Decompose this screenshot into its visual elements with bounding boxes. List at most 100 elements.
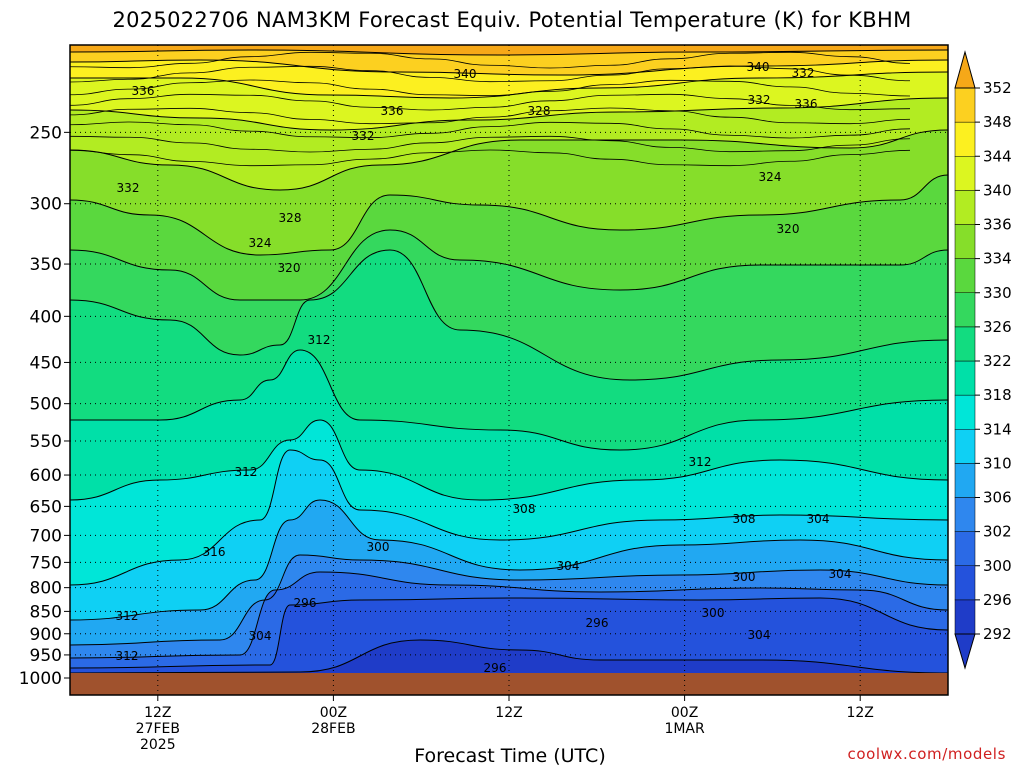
contour-label: 312 (235, 465, 258, 479)
contour-line (70, 49, 948, 56)
contour-label: 312 (308, 333, 331, 347)
colorbar-segment (954, 87, 976, 123)
contour-line (70, 79, 911, 97)
ground-strip (70, 673, 948, 695)
colorbar-label: 340 (983, 181, 1012, 199)
colorbar-segment (954, 156, 976, 191)
y-tick-label: 550 (30, 432, 62, 452)
y-tick-label: 800 (30, 579, 62, 599)
y-tick-label: 850 (30, 602, 62, 622)
gridlines (70, 45, 948, 695)
colorbar-label: 330 (983, 284, 1012, 302)
colorbar-label: 348 (983, 113, 1012, 131)
contour-line (70, 174, 948, 256)
contour-label: 304 (249, 629, 272, 643)
y-tick-label: 750 (30, 553, 62, 573)
y-tick-label: 900 (30, 625, 62, 645)
contour-label: 304 (829, 567, 852, 581)
y-tick-label: 1000 (19, 669, 62, 689)
contour-label: 304 (557, 559, 580, 573)
contour-line (70, 107, 911, 125)
colorbar-segment (954, 531, 976, 566)
colorbar-segment (954, 292, 976, 328)
x-tick-label: 00Z (671, 705, 698, 721)
colorbar-segment (954, 463, 976, 498)
colorbar-segment (954, 394, 976, 430)
contour-line (70, 571, 948, 659)
y-tick-label: 450 (30, 353, 62, 373)
colorbar-segment (954, 565, 976, 601)
colorbar-label: 314 (983, 420, 1012, 438)
contour-line (70, 229, 948, 301)
contour-line (70, 97, 948, 131)
contour-label: 332 (117, 181, 140, 195)
contour-labels: 340 340 336 336 332 332 328 332 336 332 328 324 324 3… (116, 60, 852, 675)
y-tick-label: 700 (30, 526, 62, 546)
x-tick-label: 12Z (144, 705, 171, 721)
contour-line (70, 135, 911, 153)
contour-label: 296 (294, 596, 317, 610)
colorbar-segment (954, 497, 976, 532)
colorbar-label: 322 (983, 352, 1012, 370)
contour-line (70, 121, 911, 139)
y-tick-label: 300 (30, 195, 62, 215)
contour-line (70, 65, 911, 83)
contour-label: 308 (733, 512, 756, 526)
colorbar-label: 306 (983, 489, 1012, 507)
contour-label: 296 (586, 616, 609, 630)
colorbar-bottom-arrow (954, 633, 976, 670)
contour-label: 312 (116, 649, 139, 663)
contour-label: 336 (381, 104, 404, 118)
contour-label: 336 (795, 97, 818, 111)
contour-line (70, 349, 948, 451)
contour-line (70, 639, 948, 674)
colorbar-label: 336 (983, 216, 1012, 234)
colorbar-label: 352 (983, 79, 1012, 97)
x-tick-label: 27FEB (136, 721, 180, 737)
x-tick-label: 28FEB (311, 721, 355, 737)
x-tick-label: 12Z (846, 705, 873, 721)
contour-line (70, 129, 948, 191)
colorbar-segment (954, 121, 976, 157)
x-tick-label: 00Z (320, 705, 347, 721)
temperature-bands (70, 45, 948, 695)
contour-label: 300 (733, 570, 756, 584)
colorbar-label: 326 (983, 318, 1012, 336)
chart-title: 2025022706 NAM3KM Forecast Equiv. Potent… (112, 8, 912, 32)
y-tick-label: 950 (30, 646, 62, 666)
colorbar-label: 310 (983, 454, 1012, 472)
colorbar-segment (954, 326, 976, 362)
contour-label: 304 (748, 628, 771, 642)
x-axis-title: Forecast Time (UTC) (414, 745, 606, 767)
contour-label: 324 (249, 236, 272, 250)
contour-label: 328 (279, 211, 302, 225)
y-tick-label: 600 (30, 466, 62, 486)
contour-label: 332 (748, 93, 771, 107)
contour-line (70, 597, 948, 669)
contour-line (70, 249, 948, 381)
colorbar-segment (954, 258, 976, 293)
contour-line (70, 51, 911, 69)
contour-lines (70, 45, 948, 674)
contour-label: 300 (702, 606, 725, 620)
contour-label: 304 (807, 512, 830, 526)
contour-line (70, 419, 948, 501)
contour-label: 332 (352, 129, 375, 143)
colorbar-top-arrow (954, 50, 976, 89)
colorbar-label: 318 (983, 386, 1012, 404)
y-tick-label: 350 (30, 255, 62, 275)
contour-line (70, 149, 911, 167)
contour-label: 324 (759, 170, 782, 184)
y-tick-label: 500 (30, 395, 62, 415)
contour-line (70, 93, 911, 111)
colorbar: 292 296 300 302 306 310 314 318 322 326 330 334 336 3… (954, 50, 1012, 670)
contour-line (70, 59, 948, 76)
contour-label: 320 (278, 261, 301, 275)
contour-label: 336 (132, 84, 155, 98)
contour-label: 340 (454, 67, 477, 81)
y-axis: 250 300 350 400 450 500 550 600 650 700 750 800 850 9… (19, 123, 70, 689)
colorbar-label: 344 (983, 147, 1012, 165)
contour-line (70, 449, 948, 586)
